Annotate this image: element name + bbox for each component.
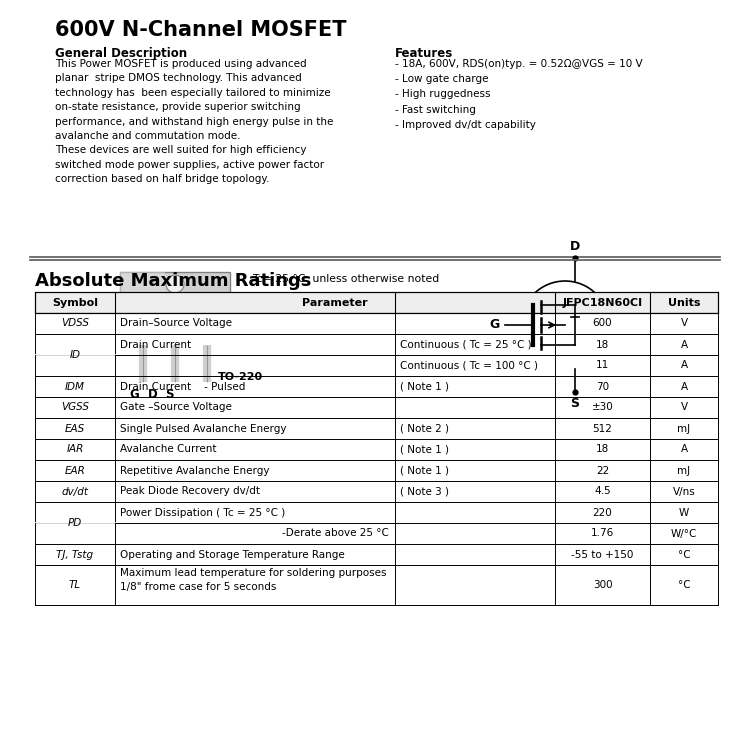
Text: -55 to +150: -55 to +150 — [572, 550, 634, 560]
Text: V: V — [680, 403, 688, 412]
Text: Gate –Source Voltage: Gate –Source Voltage — [120, 403, 232, 412]
Text: W: W — [679, 508, 689, 518]
Text: °C: °C — [678, 580, 690, 590]
Text: IDM: IDM — [65, 382, 85, 392]
Bar — [35, 313, 718, 334]
Bar — [35, 439, 718, 460]
Bar — [35, 502, 718, 523]
Text: TL: TL — [69, 580, 81, 590]
Text: - 18A, 600V, RDS(on)typ. = 0.52Ω@VGS = 10 V
- Low gate charge
- High ruggedness
: - 18A, 600V, RDS(on)typ. = 0.52Ω@VGS = 1… — [395, 59, 643, 130]
Text: Operating and Storage Temperature Range: Operating and Storage Temperature Range — [120, 550, 345, 560]
Text: JFPC18N60CI: JFPC18N60CI — [562, 298, 643, 307]
Bar — [35, 565, 718, 605]
Text: A: A — [680, 340, 688, 350]
Text: Tc= 25 °C  unless otherwise noted: Tc= 25 °C unless otherwise noted — [252, 274, 440, 284]
Text: V: V — [680, 319, 688, 328]
Text: General Description: General Description — [55, 47, 188, 60]
Text: Single Pulsed Avalanche Energy: Single Pulsed Avalanche Energy — [120, 424, 286, 433]
Text: ( Note 1 ): ( Note 1 ) — [400, 466, 449, 476]
Bar — [35, 460, 718, 481]
Text: VDSS: VDSS — [61, 319, 89, 328]
Polygon shape — [120, 272, 165, 295]
Bar — [35, 418, 718, 439]
Text: 512: 512 — [592, 424, 613, 433]
Bar — [35, 355, 718, 376]
Circle shape — [166, 275, 184, 293]
Text: 70: 70 — [596, 382, 609, 392]
Text: 18: 18 — [596, 340, 609, 350]
Text: S: S — [571, 397, 580, 410]
Text: Parameter: Parameter — [302, 298, 368, 307]
Text: TJ, Tstg: TJ, Tstg — [56, 550, 94, 560]
Text: A: A — [680, 382, 688, 392]
Text: A: A — [680, 361, 688, 370]
Text: W/°C: W/°C — [670, 529, 698, 538]
Text: 4.5: 4.5 — [594, 487, 610, 496]
Text: Symbol: Symbol — [52, 298, 98, 307]
Text: A: A — [680, 445, 688, 454]
Text: 22: 22 — [596, 466, 609, 476]
Circle shape — [521, 281, 609, 369]
Text: 1.76: 1.76 — [591, 529, 614, 538]
Text: 220: 220 — [592, 508, 612, 518]
Text: V/ns: V/ns — [673, 487, 695, 496]
Text: -Derate above 25 °C: -Derate above 25 °C — [281, 529, 388, 538]
Text: TO-220: TO-220 — [218, 372, 263, 382]
Text: ( Note 3 ): ( Note 3 ) — [400, 487, 449, 496]
Polygon shape — [102, 295, 248, 345]
Text: ( Note 1 ): ( Note 1 ) — [400, 382, 449, 392]
Text: Peak Diode Recovery dv/dt: Peak Diode Recovery dv/dt — [120, 487, 260, 496]
Text: EAS: EAS — [64, 424, 85, 433]
Text: Repetitive Avalanche Energy: Repetitive Avalanche Energy — [120, 466, 269, 476]
Text: 18: 18 — [596, 445, 609, 454]
Text: 600: 600 — [592, 319, 612, 328]
Text: EAR: EAR — [64, 466, 86, 476]
Text: mJ: mJ — [677, 466, 691, 476]
Text: G: G — [490, 319, 500, 332]
Text: Drain–Source Voltage: Drain–Source Voltage — [120, 319, 232, 328]
Text: Drain Current    - Pulsed: Drain Current - Pulsed — [120, 382, 245, 392]
Text: 11: 11 — [596, 361, 609, 370]
Text: 600V N-Channel MOSFET: 600V N-Channel MOSFET — [55, 20, 346, 40]
Text: IAR: IAR — [66, 445, 84, 454]
Text: Maximum lead temperature for soldering purposes
1/8" frome case for 5 seconds: Maximum lead temperature for soldering p… — [120, 568, 386, 592]
Text: G  D  S: G D S — [130, 388, 175, 401]
Text: mJ: mJ — [677, 424, 691, 433]
Bar — [35, 481, 718, 502]
Text: D: D — [570, 240, 580, 253]
Text: Drain Current: Drain Current — [120, 340, 191, 350]
Text: PD: PD — [68, 518, 82, 528]
Text: Absolute Maximum Ratings: Absolute Maximum Ratings — [35, 272, 311, 290]
Text: Features: Features — [395, 47, 453, 60]
Polygon shape — [571, 317, 579, 327]
Text: This Power MOSFET is produced using advanced
planar  stripe DMOS technology. Thi: This Power MOSFET is produced using adva… — [55, 59, 333, 184]
Text: Continuous ( Tc = 100 °C ): Continuous ( Tc = 100 °C ) — [400, 361, 538, 370]
Text: ID: ID — [70, 350, 80, 360]
Polygon shape — [120, 272, 230, 295]
Text: ( Note 1 ): ( Note 1 ) — [400, 445, 449, 454]
Bar — [35, 523, 718, 544]
Text: Units: Units — [668, 298, 700, 307]
Bar — [35, 376, 718, 397]
Bar — [35, 292, 718, 313]
Text: Avalanche Current: Avalanche Current — [120, 445, 217, 454]
Text: Continuous ( Tc = 25 °C ): Continuous ( Tc = 25 °C ) — [400, 340, 532, 350]
Text: Power Dissipation ( Tc = 25 °C ): Power Dissipation ( Tc = 25 °C ) — [120, 508, 285, 518]
Text: °C: °C — [678, 550, 690, 560]
Text: ±30: ±30 — [592, 403, 613, 412]
Bar — [35, 334, 718, 355]
Text: dv/dt: dv/dt — [62, 487, 88, 496]
Text: ( Note 2 ): ( Note 2 ) — [400, 424, 449, 433]
Text: VGSS: VGSS — [61, 403, 89, 412]
Bar — [35, 397, 718, 418]
Text: 300: 300 — [592, 580, 612, 590]
Bar — [35, 544, 718, 565]
